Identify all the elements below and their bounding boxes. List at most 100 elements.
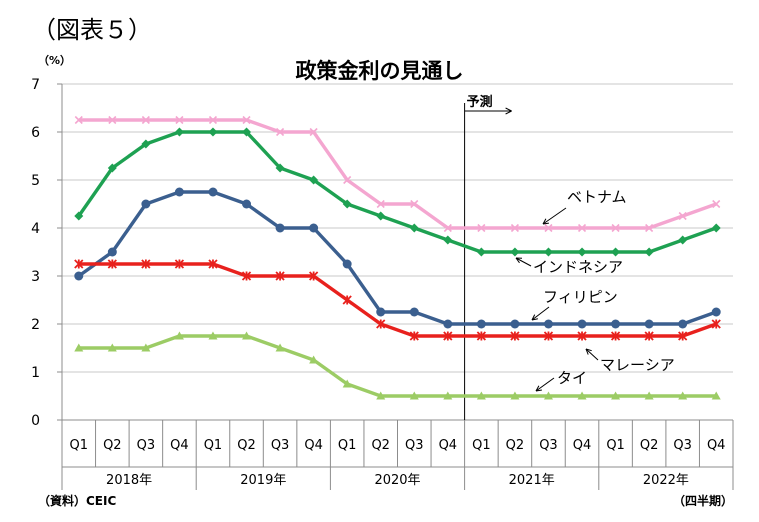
data-point [242,199,252,209]
series-label: インドネシア [533,258,623,276]
data-point [711,307,721,317]
data-point [477,223,486,233]
data-point [308,271,319,281]
forecast-arrow-head [505,107,512,115]
data-point [409,391,419,400]
x-tick-label: Q3 [539,438,558,453]
forecast-label: 予測 [467,94,493,110]
x-tick-label: Q2 [506,438,525,453]
data-point [611,247,621,257]
data-point [443,223,452,233]
period-label: （四半期） [672,494,733,508]
data-point [611,391,621,400]
series-line [78,262,717,338]
data-point [443,391,453,400]
data-point [678,391,688,400]
data-point [342,295,352,305]
data-point [711,223,721,233]
x-tick-label: Q3 [271,438,290,453]
data-point [510,223,519,233]
data-point [510,319,520,329]
chart-title: 政策金利の見通し [295,59,464,83]
series-label-pointer-head [531,314,538,321]
year-label: 2022年 [643,473,689,488]
data-point [678,331,688,341]
data-point [74,115,83,125]
data-point [174,187,184,197]
data-point [644,331,654,341]
data-point [242,127,252,137]
data-point [711,319,721,329]
data-point [174,259,185,269]
data-point [678,319,688,329]
data-point [309,223,319,233]
data-point [410,199,419,209]
year-label: 2019年 [240,473,286,488]
x-tick-label: Q1 [338,438,357,453]
data-point [543,331,554,341]
data-point [107,343,117,352]
data-point [141,343,151,352]
x-tick-label: Q4 [170,438,189,453]
data-point [510,391,520,400]
year-label: 2020年 [374,473,420,488]
data-point [141,199,151,209]
series-line [77,130,717,254]
data-point [141,115,150,125]
x-tick-label: Q2 [371,438,390,453]
data-point [712,199,721,209]
data-point [174,331,184,340]
y-axis-unit: （%） [38,54,72,67]
data-point [476,319,486,329]
series-label-pointer [515,257,532,267]
series-label-pointer [542,207,567,225]
series-line [77,190,717,326]
x-tick-label: Q1 [204,438,223,453]
data-point [342,379,352,388]
data-point [376,307,386,317]
data-point [577,391,587,400]
data-point [107,247,117,257]
x-tick-label: Q1 [70,438,89,453]
data-point [74,211,84,221]
data-point [275,223,285,233]
data-point [543,247,553,257]
data-point [309,127,318,137]
data-point [577,247,587,257]
data-point [276,127,285,137]
data-point [510,247,520,257]
data-point [376,391,386,400]
x-tick-label: Q3 [673,438,692,453]
data-point [74,343,84,352]
y-tick-label: 5 [31,173,40,189]
data-point [107,163,117,173]
y-tick-label: 1 [31,365,40,381]
series-line [78,118,717,230]
data-point [343,175,352,185]
series-label: マレーシア [600,356,675,374]
data-point [611,319,621,329]
data-point [376,319,386,329]
x-tick-label: Q3 [137,438,156,453]
data-point [242,331,252,340]
x-tick-label: Q2 [237,438,256,453]
data-point [74,271,84,281]
data-point [208,115,218,125]
data-point [443,235,453,245]
data-point [644,391,654,400]
x-tick-label: Q4 [439,438,458,453]
data-point [443,319,453,329]
data-point [678,211,687,221]
series-label-pointer [585,348,599,361]
data-point [577,223,587,233]
series-label: フィリピン [543,288,618,306]
series-label-pointer [535,377,555,392]
series-label-pointer-head [515,257,523,264]
data-point [208,127,218,137]
data-point [577,331,587,341]
data-point [108,115,117,125]
data-point [610,331,621,341]
data-point [711,391,721,400]
data-point [275,271,285,281]
